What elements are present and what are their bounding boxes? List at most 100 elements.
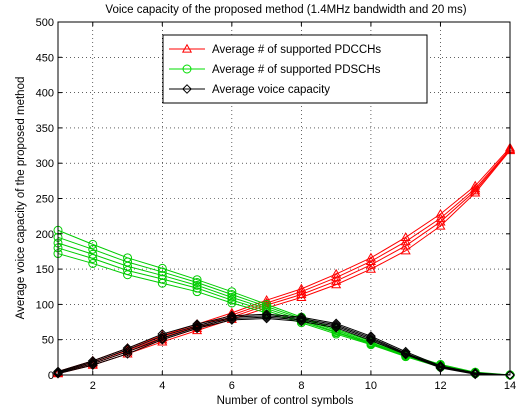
data-point-triangle [435,216,446,226]
x-tick-label: 14 [504,380,516,392]
data-point-diamond [331,321,342,332]
data-point-diamond [157,333,168,344]
series-line [57,150,511,375]
x-tick-label: 2 [90,380,96,392]
legend-marker-circle [182,64,192,74]
y-tick-label: 200 [36,229,54,241]
data-point-circle [192,280,202,290]
y-tick-label: 100 [36,299,54,311]
series-voice-12 [53,313,515,380]
axis-ticks: 0 50 100 150 200 250 300 350 400 450 500 2 4 6 8 10 12 14 [36,17,516,392]
data-point-diamond [87,360,98,371]
data-point-diamond [53,368,63,379]
data-point-diamond [122,346,133,357]
data-point-triangle [365,259,376,269]
data-point-diamond [122,343,133,354]
data-point-diamond [296,315,307,325]
data-point-diamond [470,369,481,380]
data-point-diamond [226,313,237,324]
y-axis-label: Average voice capacity of the proposed m… [15,77,27,320]
y-tick-label: 350 [36,123,54,135]
data-point-diamond [87,357,98,368]
legend-label: Average # of supported PDCCHs [212,44,381,56]
data-point-circle [123,270,133,280]
x-tick-label: 6 [229,380,235,392]
legend-entry: Average # of supported PDSCHs [169,64,381,76]
data-point-diamond [296,316,307,327]
data-point-triangle [400,232,411,241]
series-line [57,229,511,376]
legend-box [162,34,428,104]
data-point-circle [227,295,237,305]
y-tick-label: 0 [48,370,54,382]
legend-label: Average voice capacity [212,84,330,96]
data-point-diamond [400,346,411,357]
x-tick-label: 12 [434,380,446,392]
data-point-diamond [400,349,411,360]
legend-marker-diamond [182,84,192,94]
data-point-diamond [87,358,98,369]
data-point-circle [192,287,202,297]
data-point-circle [227,292,237,302]
data-point-triangle [400,236,411,246]
series-line [57,316,511,376]
data-point-diamond [331,319,342,330]
x-tick-label: 4 [159,380,165,392]
series-layer [52,142,516,380]
data-point-diamond [226,312,237,323]
x-tick-label: 8 [298,380,304,392]
data-point-triangle [470,187,481,197]
data-point-triangle [400,245,411,255]
y-tick-label: 450 [36,52,54,64]
data-point-diamond [331,322,342,333]
data-point-circle [88,254,98,264]
series-pdcch-3 [52,145,516,378]
y-tick-label: 250 [36,194,54,206]
data-point-triangle [400,240,411,250]
data-point-diamond [261,313,272,324]
data-point-diamond [366,335,376,346]
y-tick-label: 400 [36,88,54,100]
y-tick-label: 50 [42,335,54,347]
data-point-circle [192,278,202,288]
data-point-diamond [366,332,376,343]
data-point-circle [157,278,167,288]
data-point-diamond [157,334,168,345]
data-point-diamond [192,322,202,332]
data-point-diamond [505,370,515,380]
data-point-diamond [122,348,133,359]
data-point-circle [88,258,98,268]
data-point-diamond [261,312,272,323]
series-line [57,148,511,373]
data-point-triangle [296,292,307,301]
data-point-diamond [366,334,376,344]
series-line [57,315,511,376]
data-point-diamond [226,315,237,325]
data-point-circle [88,239,98,249]
data-point-triangle [435,220,446,230]
data-point-diamond [157,331,168,342]
legend: Average # of supported PDCCHs Average # o… [162,34,428,104]
chart-title: Voice capacity of the proposed method (1… [105,4,466,16]
legend-entry: Average voice capacity [169,84,330,96]
data-point-circle [88,244,98,254]
data-point-triangle [331,279,342,289]
legend-entry: Average # of supported PDCCHs [169,43,381,56]
data-point-diamond [192,320,202,331]
legend-label: Average # of supported PDSCHs [212,64,381,76]
data-point-triangle [365,263,376,273]
y-tick-label: 500 [36,17,54,29]
data-point-diamond [192,323,202,334]
x-axis-label: Number of control symbols [217,395,354,407]
x-tick-label: 10 [365,380,377,392]
data-point-diamond [261,310,272,321]
series-line [57,318,511,376]
legend-marker-triangle [181,43,193,53]
data-point-circle [227,298,237,308]
y-tick-label: 150 [36,264,54,276]
y-tick-label: 300 [36,158,54,170]
grid [58,22,510,375]
data-point-diamond [296,313,307,324]
series-line [57,147,511,372]
